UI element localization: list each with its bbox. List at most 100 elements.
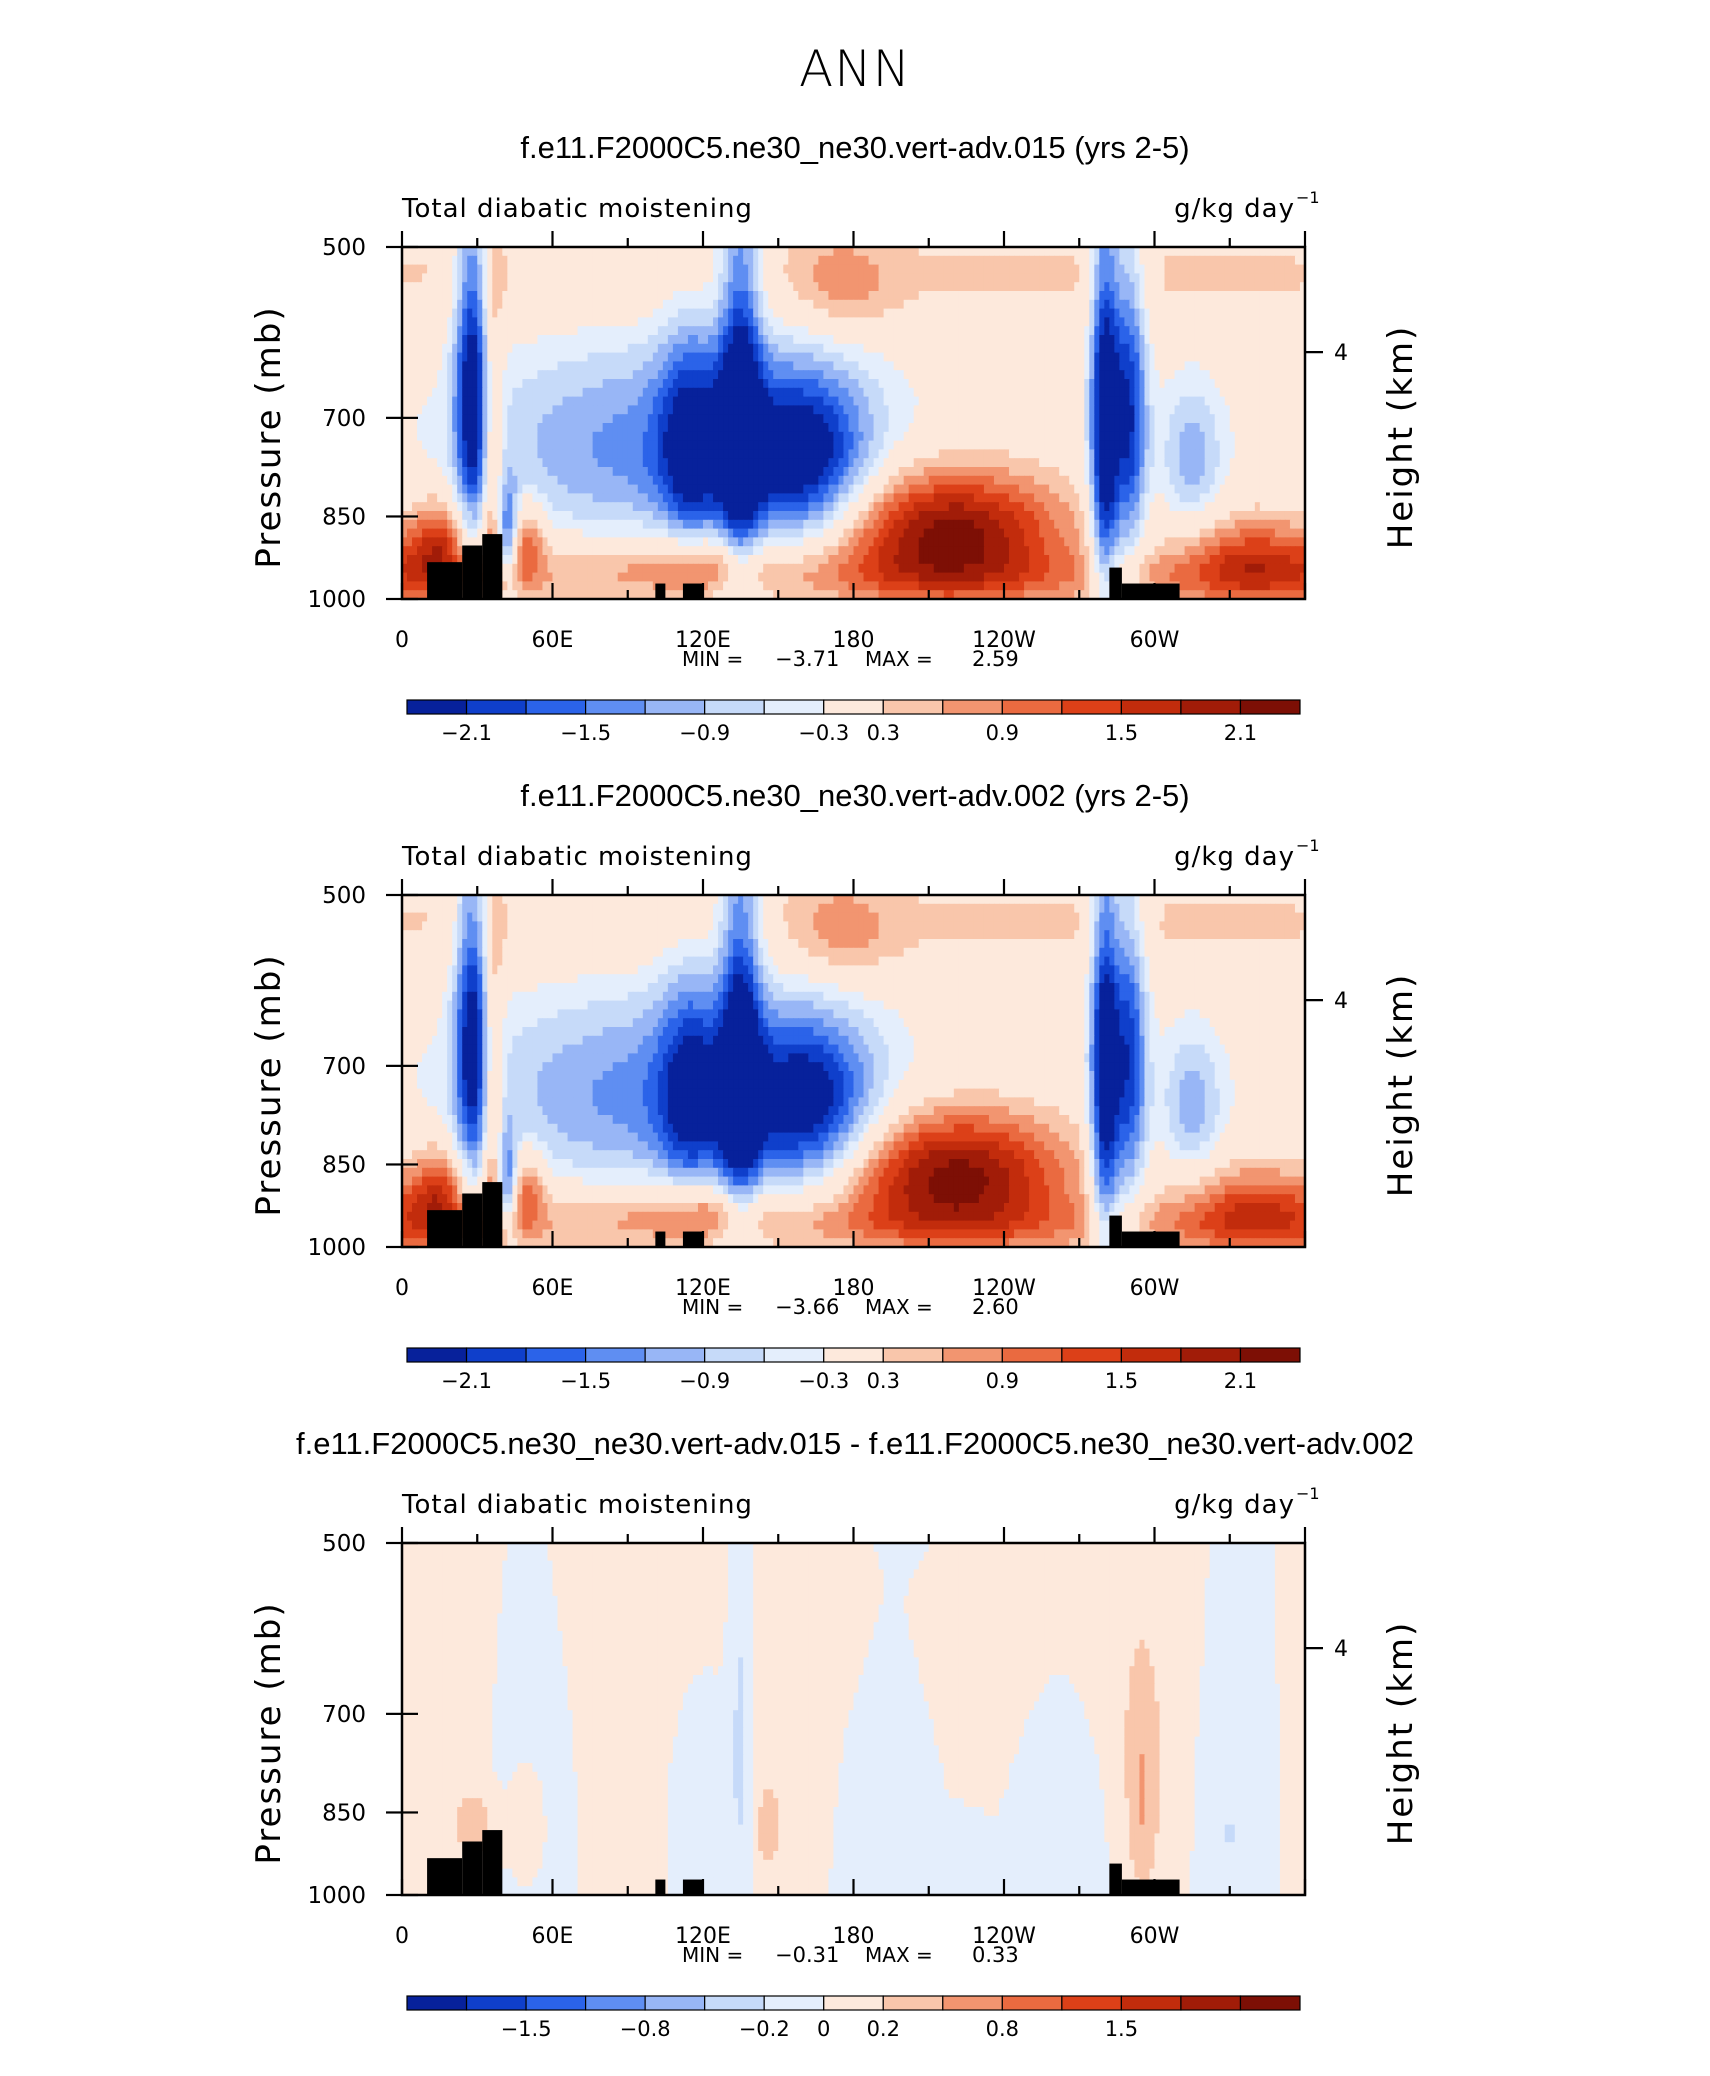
heatmap-cell <box>613 273 619 282</box>
heatmap-cell <box>989 300 995 309</box>
heatmap-cell <box>1175 405 1181 414</box>
heatmap-cell <box>1295 317 1301 326</box>
heatmap-cell <box>452 291 458 300</box>
heatmap-cell <box>613 449 619 458</box>
heatmap-cell <box>1099 458 1105 467</box>
heatmap-cell <box>407 379 413 388</box>
heatmap-cell <box>1175 344 1181 353</box>
heatmap-cell <box>673 458 679 467</box>
heatmap-cell <box>1004 441 1010 450</box>
heatmap-cell <box>934 467 940 476</box>
heatmap-cell <box>1270 344 1276 353</box>
heatmap-cell <box>537 273 543 282</box>
heatmap-cell <box>869 449 875 458</box>
heatmap-cell <box>1049 256 1055 265</box>
heatmap-cell <box>1089 379 1095 388</box>
heatmap-cell <box>407 282 413 291</box>
heatmap-cell <box>723 273 729 282</box>
heatmap-cell <box>512 405 518 414</box>
heatmap-cell <box>758 273 764 282</box>
heatmap-cell <box>783 476 789 485</box>
heatmap-cell <box>934 335 940 344</box>
heatmap-cell <box>558 256 564 265</box>
heatmap-cell <box>1124 265 1130 274</box>
heatmap-cell <box>783 265 789 274</box>
heatmap-cell <box>1099 344 1105 353</box>
heatmap-cell <box>904 379 910 388</box>
heatmap-cell <box>974 458 980 467</box>
heatmap-cell <box>728 282 734 291</box>
heatmap-cell <box>1170 449 1176 458</box>
heatmap-cell <box>507 344 513 353</box>
heatmap-cell <box>808 414 814 423</box>
heatmap-cell <box>838 256 844 265</box>
heatmap-cell <box>492 300 498 309</box>
heatmap-cell <box>743 485 749 494</box>
heatmap-cell <box>1280 353 1286 362</box>
heatmap-cell <box>1205 300 1211 309</box>
heatmap-cell <box>854 467 860 476</box>
heatmap-cell <box>472 353 478 362</box>
heatmap-cell <box>1004 273 1010 282</box>
heatmap-cell <box>733 414 739 423</box>
heatmap-cell <box>969 441 975 450</box>
heatmap-cell <box>482 361 488 370</box>
heatmap-cell <box>1200 353 1206 362</box>
heatmap-cell <box>1185 273 1191 282</box>
heatmap-cell <box>522 300 528 309</box>
heatmap-cell <box>457 379 463 388</box>
heatmap-cell <box>698 247 704 256</box>
heatmap-cell <box>1129 467 1135 476</box>
heatmap-cell <box>954 423 960 432</box>
heatmap-cell <box>934 256 940 265</box>
heatmap-cell <box>999 379 1005 388</box>
heatmap-cell <box>507 309 513 318</box>
heatmap-cell <box>1160 282 1166 291</box>
heatmap-cell <box>1205 344 1211 353</box>
heatmap-cell <box>1029 247 1035 256</box>
heatmap-cell <box>798 370 804 379</box>
heatmap-cell <box>713 441 719 450</box>
heatmap-cell <box>693 256 699 265</box>
heatmap-cell <box>944 361 950 370</box>
heatmap-cell <box>818 476 824 485</box>
heatmap-cell <box>803 353 809 362</box>
heatmap-cell <box>482 317 488 326</box>
heatmap-cell <box>753 370 759 379</box>
heatmap-cell <box>929 265 935 274</box>
heatmap-cell <box>1190 423 1196 432</box>
heatmap-cell <box>713 449 719 458</box>
heatmap-cell <box>1250 256 1256 265</box>
heatmap-cell <box>1285 379 1291 388</box>
heatmap-cell <box>633 344 639 353</box>
heatmap-cell <box>1275 423 1281 432</box>
heatmap-cell <box>542 388 548 397</box>
heatmap-cell <box>568 370 574 379</box>
heatmap-cell <box>573 458 579 467</box>
heatmap-cell <box>859 485 865 494</box>
heatmap-cell <box>603 309 609 318</box>
heatmap-cell <box>1250 309 1256 318</box>
heatmap-cell <box>813 441 819 450</box>
heatmap-cell <box>1240 326 1246 335</box>
heatmap-cell <box>638 441 644 450</box>
heatmap-cell <box>848 458 854 467</box>
heatmap-cell <box>487 273 493 282</box>
heatmap-cell <box>1205 405 1211 414</box>
heatmap-cell <box>1019 273 1025 282</box>
heatmap-cell <box>442 485 448 494</box>
heatmap-cell <box>1165 388 1171 397</box>
heatmap-cell <box>803 344 809 353</box>
heatmap-cell <box>1225 405 1231 414</box>
heatmap-cell <box>1240 344 1246 353</box>
heatmap-cell <box>894 379 900 388</box>
heatmap-cell <box>1149 467 1155 476</box>
heatmap-cell <box>477 414 483 423</box>
heatmap-cell <box>1109 467 1115 476</box>
heatmap-cell <box>843 476 849 485</box>
heatmap-cell <box>598 467 604 476</box>
heatmap-cell <box>1295 458 1301 467</box>
heatmap-cell <box>854 273 860 282</box>
heatmap-cell <box>1014 467 1020 476</box>
heatmap-cell <box>1139 309 1145 318</box>
